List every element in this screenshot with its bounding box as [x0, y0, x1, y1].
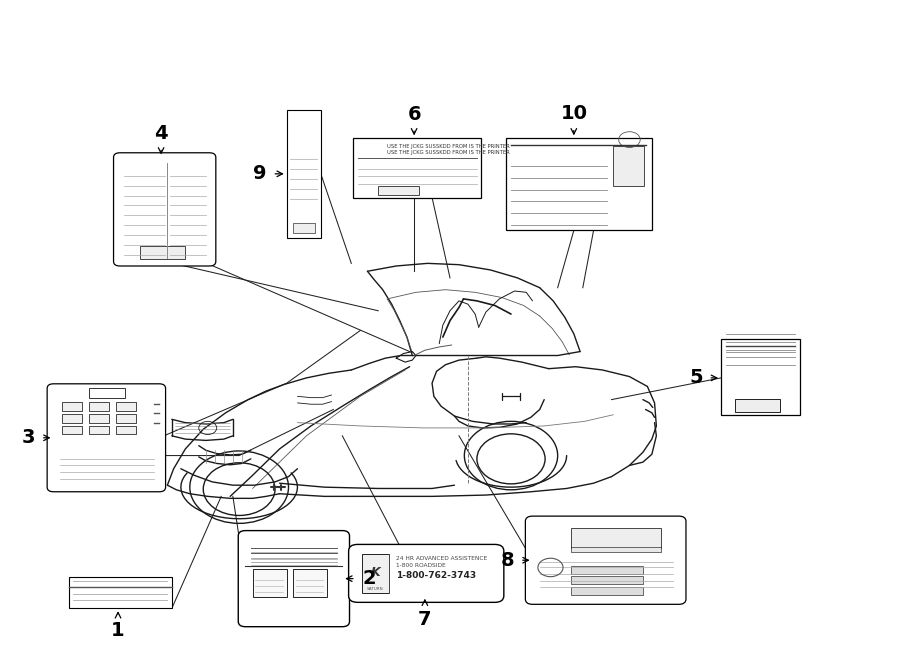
- Bar: [572, 587, 643, 595]
- Bar: [62, 403, 82, 410]
- Bar: [572, 528, 661, 548]
- Bar: [293, 223, 315, 233]
- Bar: [287, 110, 320, 239]
- FancyBboxPatch shape: [113, 153, 216, 266]
- Text: 1-800 ROADSIDE: 1-800 ROADSIDE: [396, 563, 446, 568]
- Bar: [293, 569, 327, 597]
- FancyBboxPatch shape: [47, 384, 166, 492]
- Bar: [572, 576, 643, 584]
- Bar: [735, 399, 780, 412]
- Bar: [89, 414, 109, 422]
- Text: 8: 8: [501, 551, 515, 570]
- Bar: [353, 138, 482, 198]
- Bar: [572, 547, 661, 553]
- Text: 5: 5: [689, 368, 703, 387]
- Text: 1-800-762-3743: 1-800-762-3743: [396, 571, 476, 580]
- Bar: [89, 426, 109, 434]
- FancyBboxPatch shape: [238, 531, 349, 627]
- FancyBboxPatch shape: [348, 545, 504, 602]
- Bar: [613, 146, 644, 186]
- Text: 2: 2: [362, 569, 375, 588]
- Text: 1: 1: [112, 621, 125, 641]
- Text: 10: 10: [561, 104, 588, 123]
- Bar: [362, 554, 389, 593]
- Bar: [62, 426, 82, 434]
- Text: SATURN: SATURN: [367, 586, 383, 590]
- Text: 9: 9: [254, 165, 267, 183]
- FancyBboxPatch shape: [526, 516, 686, 604]
- Text: 24 HR ADVANCED ASSISTENCE: 24 HR ADVANCED ASSISTENCE: [396, 557, 488, 561]
- Bar: [378, 186, 419, 195]
- Text: 6: 6: [408, 105, 421, 124]
- Text: 7: 7: [418, 609, 432, 629]
- Bar: [89, 389, 125, 398]
- Bar: [506, 138, 652, 231]
- Text: USE THE JCKG SUSSKDD FROM IS THE PRINTER: USE THE JCKG SUSSKDD FROM IS THE PRINTER: [387, 150, 510, 155]
- Bar: [116, 414, 136, 422]
- Text: 3: 3: [22, 428, 35, 447]
- Bar: [572, 566, 643, 574]
- Bar: [116, 426, 136, 434]
- Text: K: K: [371, 566, 381, 579]
- Text: USE THE JCKG SUSSKDD FROM IS THE PRINTER: USE THE JCKG SUSSKDD FROM IS THE PRINTER: [387, 143, 510, 149]
- Bar: [62, 414, 82, 422]
- Bar: [721, 339, 800, 414]
- Bar: [89, 403, 109, 410]
- Text: 4: 4: [154, 124, 168, 143]
- Bar: [68, 576, 172, 608]
- Bar: [116, 403, 136, 410]
- Bar: [140, 247, 185, 259]
- Bar: [253, 569, 287, 597]
